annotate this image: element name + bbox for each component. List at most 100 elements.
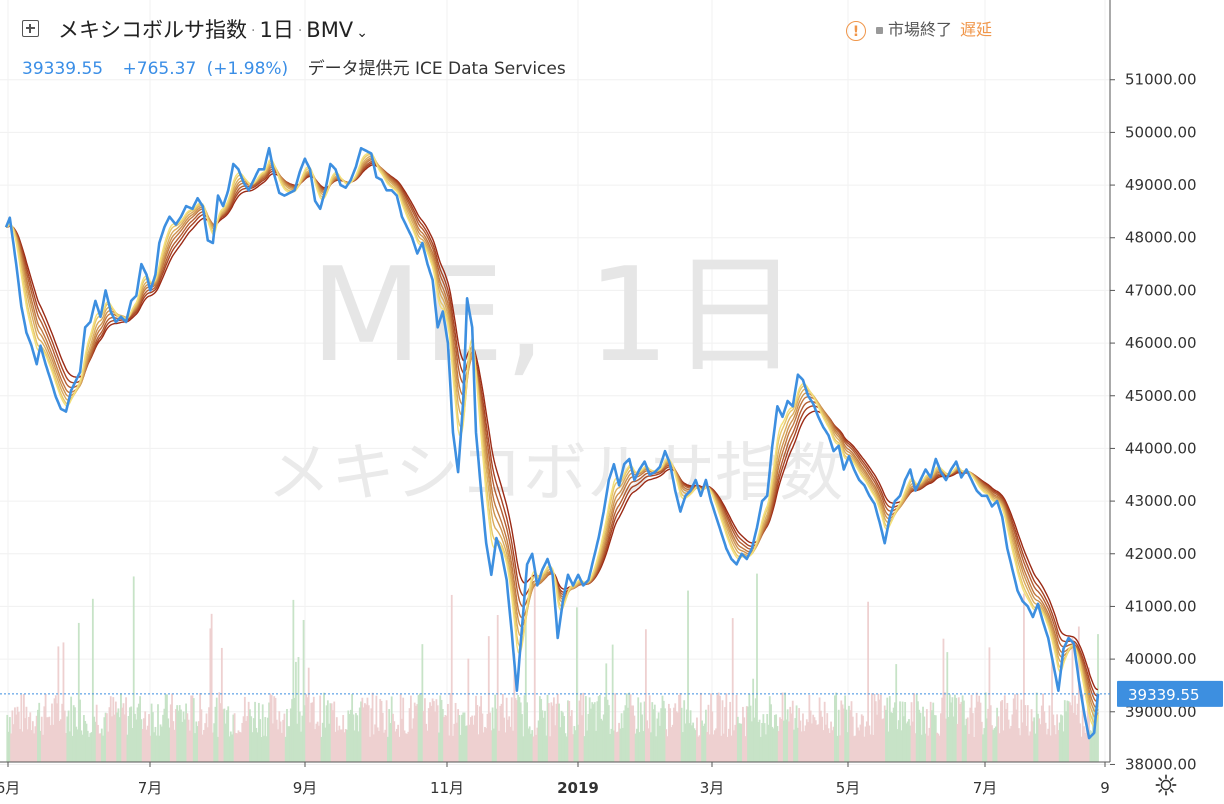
volume-bar	[762, 714, 765, 762]
volume-bar	[569, 716, 572, 762]
volume-bar	[203, 729, 205, 762]
volume-bar	[52, 724, 55, 762]
volume-bar	[970, 694, 973, 762]
volume-bar	[33, 733, 35, 762]
volume-bar	[440, 699, 443, 762]
volume-bar	[185, 703, 187, 762]
volume-bar	[570, 710, 573, 762]
volume-bar	[697, 736, 700, 762]
volume-bar	[435, 699, 438, 762]
volume-bar	[1026, 705, 1029, 762]
volume-bar	[682, 732, 684, 762]
volume-bar	[297, 657, 300, 762]
volume-bar	[660, 708, 663, 762]
volume-bar	[462, 712, 465, 762]
volume-bar	[333, 701, 336, 762]
price-change: +765.37	[122, 59, 197, 79]
interval-label[interactable]: 1日	[259, 18, 294, 42]
volume-bar	[421, 644, 424, 762]
volume-bar	[550, 702, 553, 762]
volume-bar	[521, 714, 523, 762]
volume-bar	[149, 735, 152, 762]
volume-bar	[936, 732, 938, 762]
volume-bar	[1057, 730, 1060, 762]
volume-bar	[449, 693, 452, 762]
volume-bar	[275, 719, 278, 762]
volume-bar	[1049, 735, 1052, 762]
volume-bar	[224, 723, 227, 762]
volume-bar	[871, 693, 873, 762]
volume-bar	[401, 718, 403, 762]
volume-bar	[559, 727, 562, 762]
volume-bar	[1081, 694, 1084, 762]
volume-bar	[1021, 722, 1024, 762]
volume-bar	[647, 728, 650, 762]
volume-bar	[94, 721, 97, 762]
volume-bar	[652, 709, 655, 762]
volume-bar	[487, 636, 490, 762]
y-tick-label: 47000.00	[1125, 281, 1197, 299]
volume-bar	[219, 703, 222, 762]
volume-bar	[656, 718, 659, 762]
volume-bar	[896, 729, 899, 762]
volume-bar	[284, 736, 287, 762]
volume-bar	[802, 713, 804, 762]
volume-bar	[627, 707, 629, 762]
volume-bar	[429, 702, 431, 762]
settings-gear-icon[interactable]	[1155, 774, 1177, 796]
volume-bar	[743, 717, 746, 762]
volume-bar	[422, 710, 425, 762]
exchange-label[interactable]: BMV	[306, 18, 354, 42]
last-price-label: 39339.55	[1128, 686, 1200, 704]
volume-bar	[514, 698, 517, 762]
volume-bar	[329, 703, 332, 762]
chevron-down-icon[interactable]: ⌄	[356, 25, 368, 41]
volume-bar	[579, 693, 582, 762]
volume-bar	[166, 694, 168, 762]
volume-bar	[107, 731, 110, 762]
volume-bar	[692, 722, 695, 762]
volume-bar	[472, 724, 475, 762]
symbol-title[interactable]: メキシコボルサ指数 · 1日 · BMV ⌄	[58, 14, 368, 44]
volume-bar	[183, 719, 186, 762]
volume-bar	[851, 716, 854, 762]
volume-bar	[980, 721, 983, 762]
volume-bar	[360, 701, 362, 762]
volume-bar	[938, 735, 941, 762]
volume-bar	[141, 728, 144, 762]
volume-bar	[928, 727, 931, 762]
volume-bar	[614, 693, 617, 762]
expand-icon[interactable]	[22, 20, 39, 37]
symbol-name: メキシコボルサ指数	[58, 18, 247, 42]
volume-bar	[799, 720, 802, 762]
volume-bar	[135, 719, 138, 762]
volume-bar	[678, 694, 680, 762]
volume-bar	[931, 710, 933, 762]
y-tick-label: 41000.00	[1125, 597, 1197, 615]
delay-label[interactable]: 遅延	[959, 20, 992, 39]
volume-bar	[911, 721, 914, 762]
volume-bar	[305, 694, 308, 762]
volume-bar	[168, 727, 171, 762]
volume-bar	[1048, 705, 1051, 762]
volume-bar	[753, 717, 756, 762]
warning-icon[interactable]: !	[845, 20, 866, 41]
volume-bar	[997, 716, 1000, 762]
volume-bar	[867, 601, 870, 762]
volume-bar	[807, 722, 809, 762]
volume-bar	[978, 695, 981, 762]
volume-bar	[863, 736, 866, 762]
volume-bar	[702, 725, 705, 762]
volume-bars	[6, 573, 1099, 762]
volume-bar	[19, 729, 21, 762]
volume-bar	[1008, 728, 1011, 762]
volume-bar	[536, 727, 539, 762]
volume-bar	[957, 697, 960, 762]
volume-bar	[708, 734, 711, 762]
volume-bar	[182, 711, 185, 762]
volume-bar	[711, 711, 714, 762]
volume-bar	[908, 719, 910, 762]
volume-bar	[256, 732, 259, 762]
volume-bar	[791, 700, 794, 762]
